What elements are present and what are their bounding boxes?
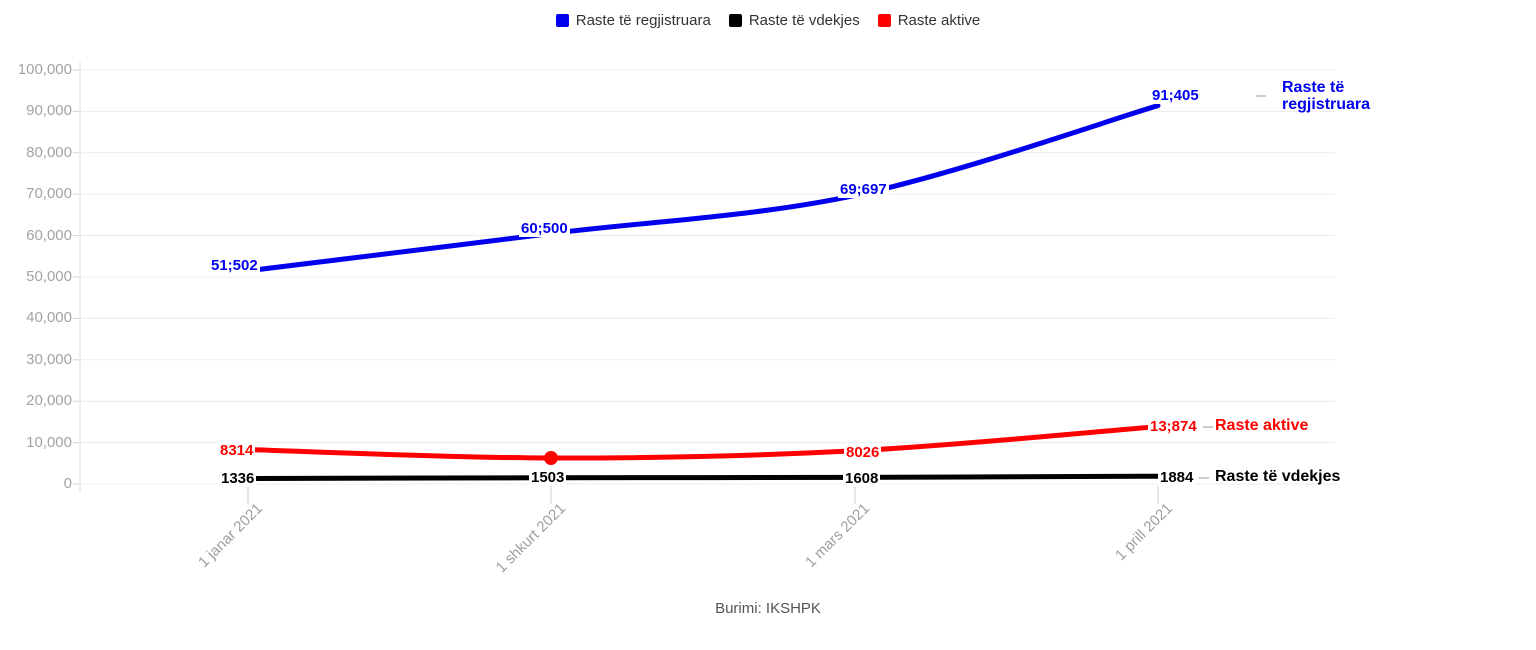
value-label-vdekjes-2: 1503 — [529, 469, 567, 486]
value-label-regjistruara-1: 51;502 — [209, 257, 260, 274]
y-axis-label: 50,000 — [26, 268, 72, 285]
value-label-aktive-1: 8314 — [218, 442, 256, 459]
legend-label: Raste të regjistruara — [575, 12, 711, 29]
value-label-regjistruara-3: 69;697 — [838, 181, 889, 198]
series-end-label-vdekjes: Raste të vdekjes — [1215, 468, 1341, 485]
y-axis-label: 20,000 — [26, 392, 72, 409]
label-connector — [1199, 477, 1209, 479]
value-label-regjistruara-2: 60;500 — [519, 220, 570, 237]
value-label-regjistruara-4: 91;405 — [1150, 87, 1201, 104]
y-axis-label: 10,000 — [26, 434, 72, 451]
legend-swatch-red — [877, 14, 891, 27]
value-label-vdekjes-1: 1336 — [219, 470, 257, 487]
legend-item-raste-te-regjistruara[interactable]: Raste të regjistruara — [555, 12, 711, 29]
y-axis-label: 30,000 — [26, 351, 72, 368]
series-line-2[interactable] — [245, 424, 1161, 461]
y-axis-label: 60,000 — [26, 227, 72, 244]
legend-label: Raste aktive — [897, 12, 981, 29]
y-axis-label: 80,000 — [26, 144, 72, 161]
y-axis-label: 40,000 — [26, 309, 72, 326]
label-connector — [1256, 95, 1266, 97]
value-label-aktive-4: 13;874 — [1148, 418, 1199, 435]
legend-swatch-blue — [555, 14, 569, 27]
series-line-1[interactable] — [245, 473, 1161, 481]
y-axis-label: 90,000 — [26, 102, 72, 119]
value-label-aktive-3: 8026 — [844, 444, 882, 461]
legend-item-raste-te-vdekjes[interactable]: Raste të vdekjes — [728, 12, 860, 29]
value-label-vdekjes-4: 1884 — [1158, 469, 1196, 486]
y-axis-label: 0 — [63, 475, 72, 492]
legend-swatch-black — [728, 14, 742, 27]
legend-label: Raste të vdekjes — [748, 12, 860, 29]
value-label-vdekjes-3: 1608 — [843, 470, 881, 487]
series-line-0[interactable] — [245, 103, 1161, 274]
y-axis-label: 70,000 — [26, 185, 72, 202]
series-end-label-regjistruara: Raste të regjistruara — [1282, 79, 1371, 113]
series-end-label-aktive: Raste aktive — [1215, 417, 1309, 434]
legend: Raste të regjistruara Raste të vdekjes R… — [0, 12, 1536, 29]
series-marker-dot[interactable] — [544, 451, 558, 466]
y-axis-label: 100,000 — [17, 61, 72, 78]
source-caption: Burimi: IKSHPK — [715, 600, 821, 617]
legend-item-raste-aktive[interactable]: Raste aktive — [877, 12, 981, 29]
label-connector — [1203, 426, 1213, 428]
